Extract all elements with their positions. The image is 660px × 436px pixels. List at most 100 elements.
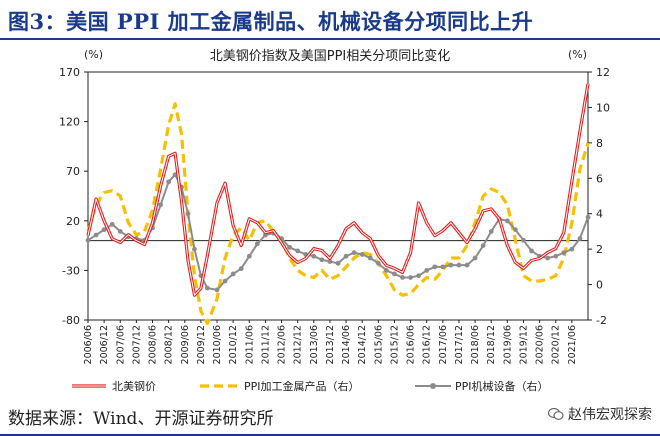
watermark: 赵伟宏观探索	[548, 404, 652, 424]
x-tick-label: 2007/06	[115, 325, 126, 364]
machinery-point	[464, 262, 470, 268]
x-tick-label: 2017/06	[438, 325, 449, 364]
x-tick-label: 2020/12	[551, 325, 562, 364]
chart-title: 北美钢价指数及美国PPI相关分项同比变化	[210, 48, 451, 64]
plot-border	[87, 71, 589, 321]
machinery-point	[343, 253, 349, 259]
machinery-point	[456, 262, 462, 268]
machinery-point	[424, 268, 430, 273]
machinery-point	[327, 259, 333, 264]
machinery-point	[230, 271, 236, 277]
machinery-point	[246, 253, 252, 259]
x-tick-label: 2013/12	[325, 325, 336, 364]
x-tick-label: 2013/06	[309, 325, 320, 364]
x-tick-label: 2010/12	[228, 325, 239, 364]
x-tick-label: 2012/06	[277, 325, 288, 364]
machinery-point	[359, 252, 365, 257]
left-tick-label: 20	[66, 215, 80, 228]
machinery-point	[335, 260, 341, 266]
machinery-point	[553, 253, 559, 259]
machinery-point	[214, 287, 220, 293]
machinery-point	[513, 227, 518, 233]
x-tick-label: 2007/12	[131, 325, 142, 364]
x-tick-label: 2008/12	[164, 325, 175, 364]
series-line-steel-inner	[87, 83, 589, 296]
legend-label: 北美钢价	[112, 380, 156, 393]
x-tick-label: 2018/06	[470, 325, 481, 364]
x-tick-label: 2008/06	[148, 325, 159, 364]
x-tick-label: 2015/06	[373, 325, 384, 364]
right-tick-label: 0	[596, 279, 603, 292]
x-tick-label: 2014/06	[341, 325, 352, 364]
x-tick-label: 2015/12	[389, 325, 400, 364]
machinery-point	[400, 275, 405, 280]
machinery-point	[577, 236, 583, 241]
machinery-point	[545, 255, 551, 261]
machinery-point	[158, 202, 163, 208]
machinery-point	[351, 250, 357, 256]
machinery-point	[432, 264, 438, 270]
machinery-point	[416, 273, 422, 279]
machinery-point	[408, 275, 413, 280]
left-axis-unit: (%)	[84, 48, 103, 61]
figure-title: 图3：美国 PPI 加工金属制品、机械设备分项同比上升	[8, 9, 534, 34]
machinery-point	[166, 179, 172, 185]
left-tick-label: -30	[62, 264, 80, 277]
x-tick-label: 2006/12	[99, 325, 110, 364]
wechat-icon	[548, 407, 564, 420]
x-tick-label: 2006/06	[83, 325, 94, 364]
legend-label: PPI机械设备（右）	[455, 379, 549, 393]
x-tick-label: 2009/12	[196, 325, 207, 364]
left-tick-label: 70	[66, 165, 80, 178]
legend-swatch-machinery-dot	[430, 383, 436, 389]
x-tick-label: 2017/12	[454, 325, 465, 364]
x-tick-label: 2011/06	[244, 325, 255, 364]
x-tick-label: 2019/12	[518, 325, 529, 364]
right-tick-label: 2	[596, 243, 603, 256]
machinery-point	[504, 218, 510, 224]
left-tick-label: 170	[59, 66, 80, 79]
machinery-point	[585, 214, 591, 220]
machinery-point	[192, 246, 197, 252]
machinery-point	[440, 264, 446, 270]
machinery-point	[383, 268, 389, 273]
right-tick-label: 4	[596, 208, 603, 221]
right-tick-label: 10	[596, 101, 610, 114]
machinery-point	[488, 229, 494, 234]
machinery-point	[392, 271, 397, 277]
machinery-point	[254, 241, 260, 247]
x-tick-label: 2020/06	[535, 325, 546, 364]
right-tick-label: -2	[596, 314, 607, 327]
machinery-point	[117, 229, 123, 234]
title-underline	[0, 38, 660, 40]
x-tick-label: 2018/12	[486, 325, 497, 364]
legend: 北美钢价 PPI加工金属产品（右） PPI机械设备（右）	[72, 379, 549, 393]
machinery-point	[529, 248, 534, 254]
x-tick-label: 2019/06	[502, 325, 513, 364]
machinery-point	[367, 255, 373, 261]
chart: 北美钢价指数及美国PPI相关分项同比变化 (%) (%) -80-3020701…	[59, 48, 610, 393]
machinery-point	[561, 250, 567, 256]
machinery-point	[311, 253, 317, 259]
legend-label: PPI加工金属产品（右）	[244, 379, 360, 393]
bottom-rule	[0, 434, 660, 436]
machinery-point	[480, 243, 486, 249]
watermark-text: 赵伟宏观探索	[568, 407, 652, 423]
machinery-point	[375, 260, 381, 266]
machinery-point	[472, 255, 478, 261]
x-tick-label: 2016/06	[406, 325, 417, 364]
right-tick-label: 6	[596, 172, 603, 185]
right-tick-label: 12	[596, 66, 610, 79]
machinery-point	[85, 237, 91, 243]
machinery-point	[109, 221, 115, 227]
machinery-point	[222, 278, 228, 284]
x-tick-label: 2009/06	[180, 325, 191, 364]
machinery-point	[287, 244, 293, 250]
machinery-point	[569, 246, 575, 252]
machinery-point	[521, 237, 526, 243]
machinery-point	[93, 232, 99, 238]
left-tick-label: 120	[59, 116, 80, 129]
series-line-metal	[86, 102, 590, 326]
x-tick-label: 2016/12	[422, 325, 433, 364]
x-tick-label: 2012/12	[293, 325, 304, 364]
